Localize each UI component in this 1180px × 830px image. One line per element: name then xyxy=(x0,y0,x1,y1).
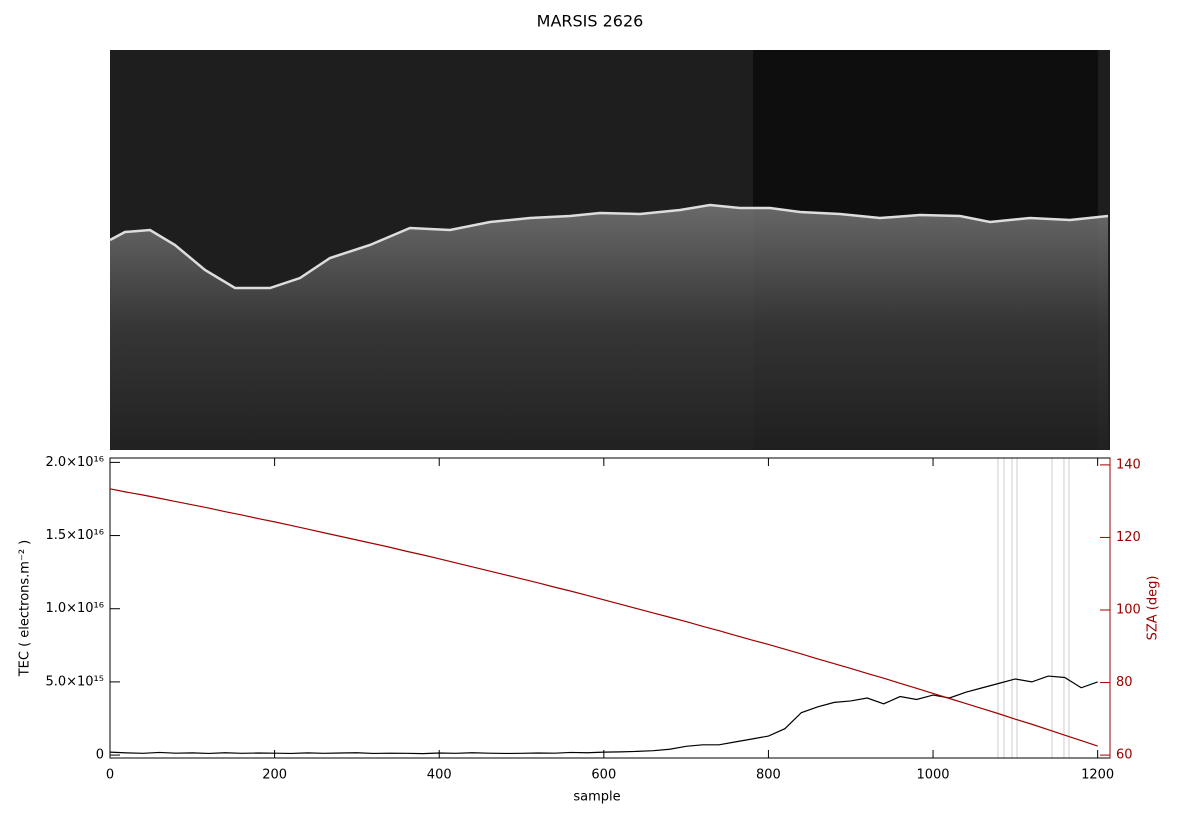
y-tick-label: 1.0×10¹⁶ xyxy=(45,601,104,616)
x-axis-title: sample xyxy=(573,790,620,805)
plot-frame xyxy=(109,457,1111,759)
y2-tick-label: 120 xyxy=(1116,530,1141,545)
y-tick-label: 5.0×10¹⁵ xyxy=(45,674,104,689)
x-tick-label: 1000 xyxy=(916,768,949,783)
y-axis-title: TEC ( electrons.m⁻² ) xyxy=(18,540,33,678)
y2-tick-label: 60 xyxy=(1116,748,1133,763)
x-tick-label: 600 xyxy=(591,768,616,783)
x-tick-label: 800 xyxy=(756,768,781,783)
flag-lines xyxy=(997,458,1070,758)
x-tick-label: 400 xyxy=(427,768,452,783)
x-tick-label: 1200 xyxy=(1081,768,1114,783)
y-tick-label: 0 xyxy=(96,748,104,763)
data-line xyxy=(109,675,1098,755)
x-tick-label: 0 xyxy=(106,768,114,783)
chart-title: MARSIS 2626 xyxy=(537,12,644,31)
x-tick-label: 200 xyxy=(262,768,287,783)
y2-tick-label: 80 xyxy=(1116,675,1133,690)
y2-tick-label: 140 xyxy=(1116,457,1141,472)
y2-tick-label: 100 xyxy=(1116,602,1141,617)
y-tick-label: 2.0×10¹⁶ xyxy=(45,455,104,470)
radargram xyxy=(109,50,1110,450)
data-line xyxy=(109,488,1098,747)
radargram-surface-echo xyxy=(109,203,1109,290)
y-tick-label: 1.5×10¹⁶ xyxy=(45,528,104,543)
radargram-subsurface xyxy=(110,205,1108,450)
y2-axis-title: SZA (deg) xyxy=(1146,576,1161,641)
